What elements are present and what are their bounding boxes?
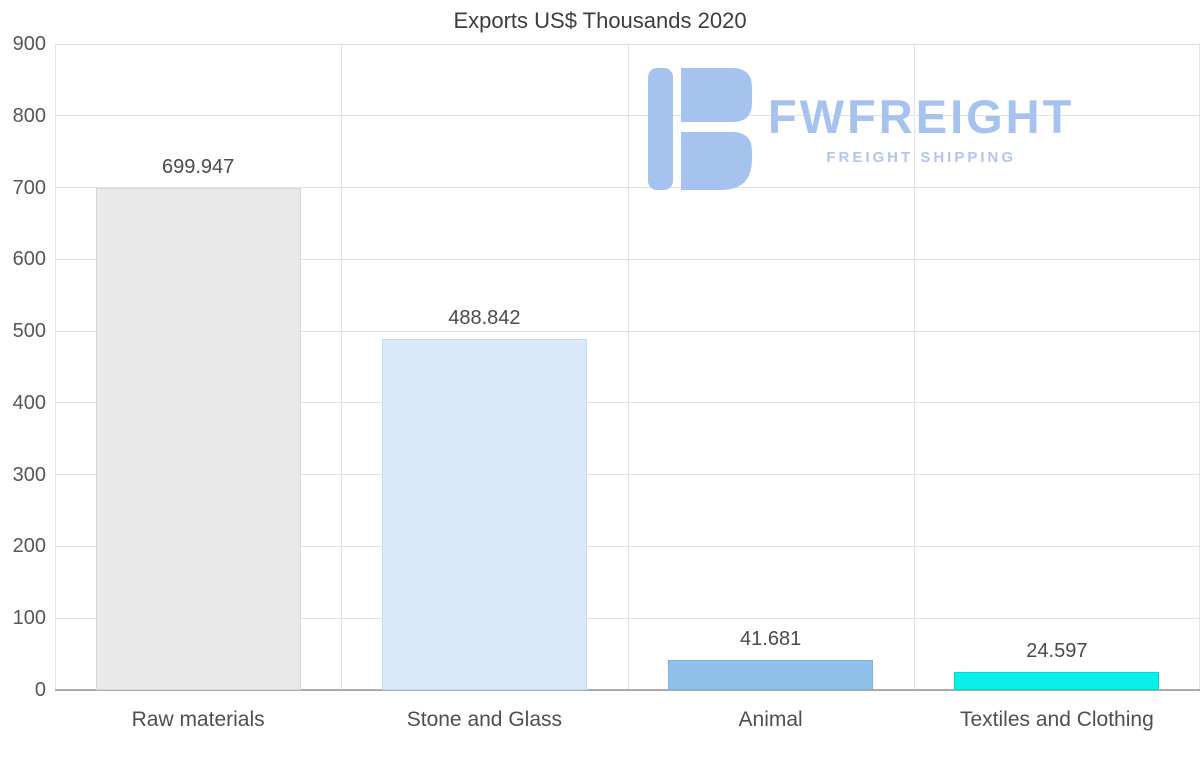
x-category-label: Animal <box>738 708 803 731</box>
bar-value-label: 699.947 <box>161 155 235 178</box>
brand-name: FWFREIGHT <box>768 89 1075 143</box>
y-tick-label: 900 <box>12 33 46 55</box>
x-category-label: Raw materials <box>131 708 265 731</box>
y-tick-label: 400 <box>12 391 46 414</box>
gridline-vertical <box>913 44 915 690</box>
bar-value-label: 41.681 <box>740 628 802 651</box>
x-category-label: Stone and Glass <box>406 708 562 731</box>
bar-value-label: 488.842 <box>448 307 521 330</box>
chart-title: Exports US$ Thousands 2020 <box>453 8 747 33</box>
bar-animal <box>668 660 874 690</box>
x-category-label: Textiles and Clothing <box>959 708 1154 731</box>
x-axis-line <box>55 689 1200 691</box>
plot-area: 699.947 488.842 41.681 24.597 <box>55 43 1200 691</box>
gridline-vertical <box>55 44 56 690</box>
y-tick-label: 300 <box>12 463 46 486</box>
y-tick-label: 800 <box>12 104 46 127</box>
gridline-vertical <box>627 44 629 690</box>
y-tick-label: 500 <box>12 320 46 343</box>
bar-stone-and-glass <box>381 339 587 690</box>
y-tick-label: 600 <box>12 248 46 271</box>
y-tick-label: 700 <box>12 176 46 199</box>
y-tick-label: 200 <box>12 535 46 558</box>
y-tick-label: 100 <box>12 607 46 630</box>
logo-text: FWFREIGHT FREIGHT SHIPPING <box>768 93 1074 166</box>
y-tick-label: 0 <box>34 679 46 701</box>
bar-raw-materials <box>95 187 301 690</box>
brand-tagline: FREIGHT SHIPPING <box>826 148 1017 166</box>
bar-value-label: 24.597 <box>1026 640 1088 663</box>
gridline-vertical <box>341 44 343 690</box>
fwfreight-logo-icon <box>648 68 752 190</box>
fwfreight-logo: FWFREIGHT FREIGHT SHIPPING <box>648 68 1074 190</box>
bar-textiles-and-clothing <box>954 672 1160 690</box>
